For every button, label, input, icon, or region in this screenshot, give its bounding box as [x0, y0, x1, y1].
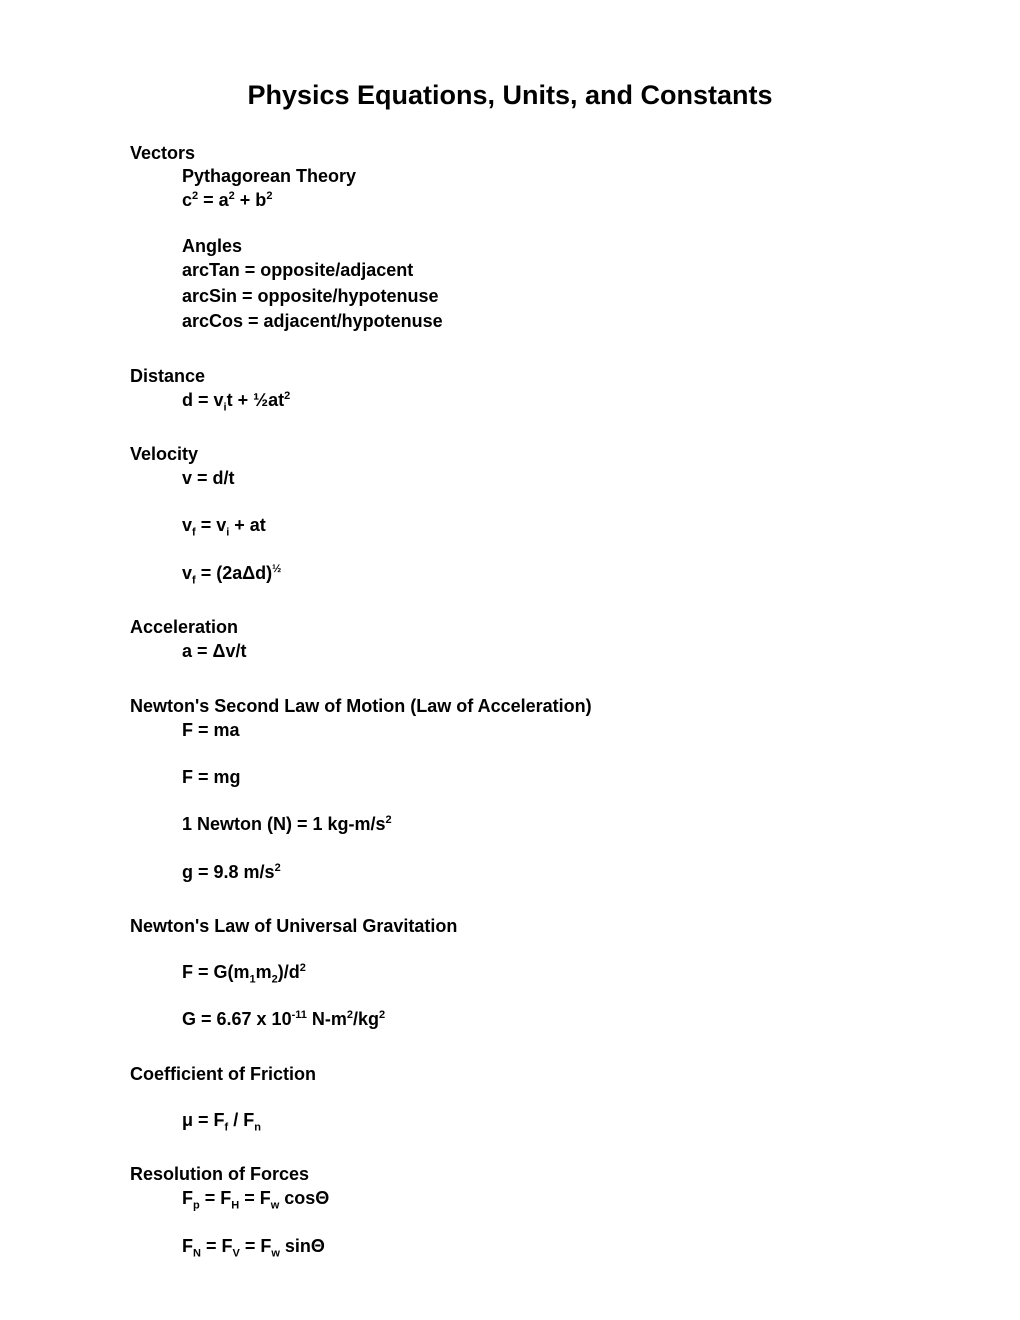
subheading-angles: Angles	[182, 236, 890, 257]
eq-velocity-1: v = d/t	[182, 467, 890, 490]
eq-acceleration: a = Δv/t	[182, 640, 890, 663]
eq-resolution-2: FN = FV = Fw sinΘ	[182, 1235, 890, 1258]
section-heading-resolution: Resolution of Forces	[130, 1164, 890, 1185]
eq-resolution-1: Fp = FH = Fw cosΘ	[182, 1187, 890, 1210]
eq-arcsin: arcSin = opposite/hypotenuse	[182, 285, 890, 308]
eq-arctan: arcTan = opposite/adjacent	[182, 259, 890, 282]
eq-newton2-3: 1 Newton (N) = 1 kg-m/s2	[182, 813, 890, 836]
eq-distance: d = vit + ½at2	[182, 389, 890, 412]
eq-velocity-3: vf = (2aΔd)½	[182, 562, 890, 585]
section-heading-gravitation: Newton's Law of Universal Gravitation	[130, 916, 890, 937]
eq-velocity-2: vf = vi + at	[182, 514, 890, 537]
section-heading-velocity: Velocity	[130, 444, 890, 465]
eq-pythag: c2 = a2 + b2	[182, 189, 890, 212]
eq-newton2-4: g = 9.8 m/s2	[182, 861, 890, 884]
eq-gravitation-2: G = 6.67 x 10-11 N-m2/kg2	[182, 1008, 890, 1031]
section-heading-friction: Coefficient of Friction	[130, 1064, 890, 1085]
section-heading-acceleration: Acceleration	[130, 617, 890, 638]
eq-newton2-1: F = ma	[182, 719, 890, 742]
section-heading-vectors: Vectors	[130, 143, 890, 164]
eq-arccos: arcCos = adjacent/hypotenuse	[182, 310, 890, 333]
page-title: Physics Equations, Units, and Constants	[130, 80, 890, 111]
subheading-pythag: Pythagorean Theory	[182, 166, 890, 187]
eq-newton2-2: F = mg	[182, 766, 890, 789]
physics-equations-page: Physics Equations, Units, and Constants …	[0, 0, 1020, 1320]
section-heading-distance: Distance	[130, 366, 890, 387]
eq-friction: μ = Ff / Fn	[182, 1109, 890, 1132]
section-heading-newton2: Newton's Second Law of Motion (Law of Ac…	[130, 696, 890, 717]
eq-gravitation-1: F = G(m1m2)/d2	[182, 961, 890, 984]
